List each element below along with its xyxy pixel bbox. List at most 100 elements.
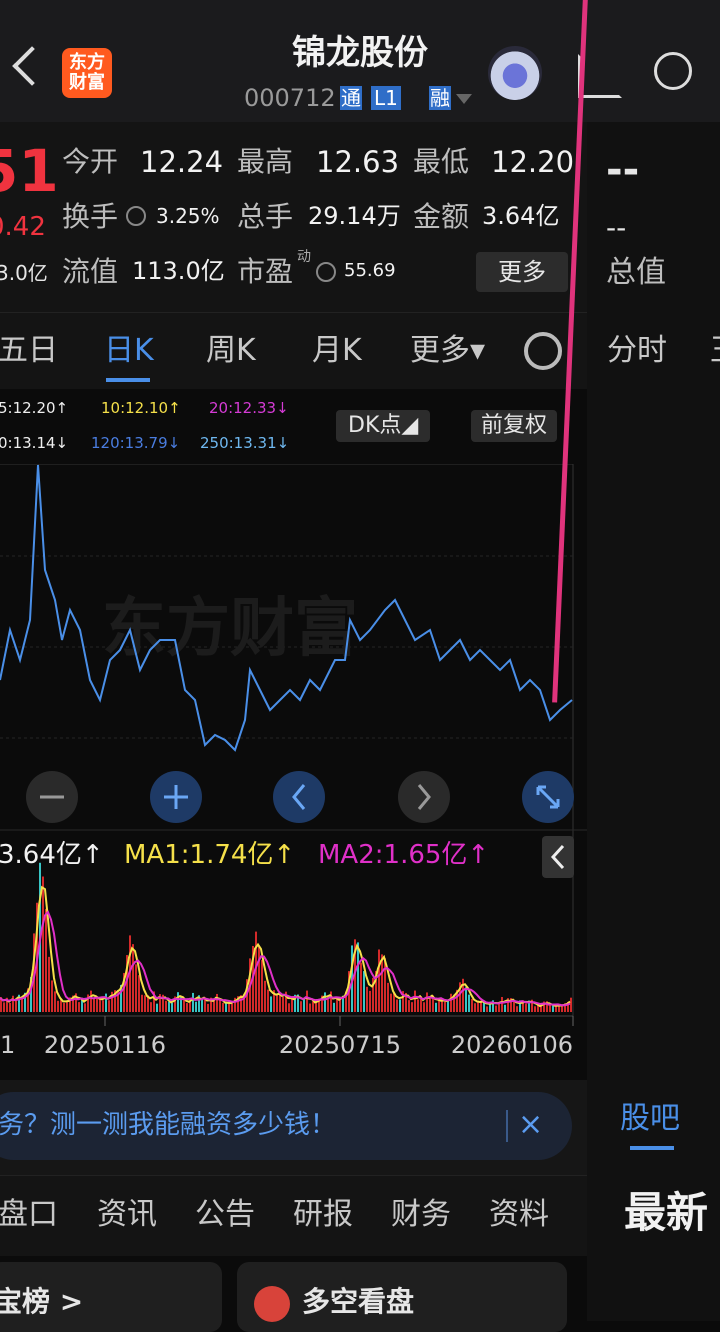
period-tab[interactable]: 月K bbox=[312, 333, 362, 368]
date-label: 20250116 bbox=[44, 1031, 166, 1059]
volume-bar bbox=[12, 995, 14, 1012]
period-tab[interactable]: 五日 bbox=[0, 333, 58, 368]
info-tab[interactable]: 资讯 bbox=[97, 1197, 157, 1232]
volume-bar bbox=[192, 992, 194, 1012]
side-heading: 最新 bbox=[624, 1188, 709, 1237]
volume-bar bbox=[306, 990, 308, 1012]
banner-close[interactable] bbox=[506, 1110, 508, 1142]
card[interactable] bbox=[237, 1262, 567, 1332]
volume-bar bbox=[450, 993, 452, 1012]
volume-bar bbox=[180, 997, 182, 1012]
next[interactable] bbox=[398, 771, 450, 823]
card[interactable] bbox=[0, 1262, 222, 1332]
info-icon[interactable] bbox=[126, 206, 146, 226]
volume-bar bbox=[282, 996, 284, 1012]
volume-bar bbox=[411, 1002, 413, 1012]
volume-bar bbox=[540, 1005, 542, 1012]
volume-bar bbox=[168, 1001, 170, 1012]
volume-bar bbox=[513, 1000, 515, 1012]
period-tab[interactable]: 周K bbox=[206, 333, 256, 368]
avatar[interactable] bbox=[488, 46, 542, 100]
side-tab[interactable]: 王 bbox=[710, 336, 720, 366]
logo-text: 东方财富 bbox=[69, 52, 105, 93]
volume-bar bbox=[510, 998, 512, 1012]
collapse-button[interactable] bbox=[542, 836, 574, 878]
side-price: -- bbox=[606, 147, 640, 193]
badge: L1 bbox=[371, 86, 401, 110]
volume-bar bbox=[45, 908, 47, 1012]
dk-button[interactable]: DK点◢ bbox=[336, 410, 431, 442]
field-value: 12.63 bbox=[316, 145, 400, 179]
icon bbox=[292, 784, 306, 810]
search-icon[interactable] bbox=[654, 52, 692, 90]
volume-bar bbox=[156, 1003, 158, 1012]
info-tab[interactable]: 研报 bbox=[293, 1197, 353, 1232]
volume-bar bbox=[498, 1002, 500, 1012]
volume-bar bbox=[408, 1000, 410, 1012]
volume-bar bbox=[273, 990, 275, 1012]
icon bbox=[536, 785, 560, 809]
dropdown-arrow[interactable] bbox=[456, 94, 472, 104]
volume-bar bbox=[405, 992, 407, 1012]
volume-bar bbox=[18, 994, 20, 1012]
volume-bar bbox=[564, 1003, 566, 1012]
volume-bar bbox=[228, 1001, 230, 1012]
field-label: 换手 bbox=[62, 200, 119, 233]
volume-bar bbox=[561, 1005, 563, 1012]
volume-bar bbox=[426, 992, 428, 1012]
volume-bar bbox=[531, 999, 533, 1012]
info-tab[interactable]: 盘口 bbox=[0, 1197, 58, 1232]
banner[interactable] bbox=[0, 1092, 572, 1160]
volume-bar bbox=[183, 1000, 185, 1012]
volume-bar bbox=[453, 994, 455, 1012]
volume-bar bbox=[570, 997, 572, 1012]
settings-icon[interactable] bbox=[524, 332, 562, 370]
volume-bar bbox=[288, 1003, 290, 1012]
card-title: 多空看盘 bbox=[302, 1285, 415, 1318]
volume-bar bbox=[87, 994, 89, 1012]
volume-bar bbox=[567, 1001, 569, 1012]
side-tab[interactable]: 分时 bbox=[607, 333, 667, 368]
date-label: 20260106 bbox=[451, 1031, 573, 1059]
prev[interactable] bbox=[273, 771, 325, 823]
more-button[interactable]: 更多 bbox=[476, 252, 568, 292]
volume-bar bbox=[264, 980, 266, 1012]
volume-bar bbox=[123, 972, 125, 1012]
badge: 融 bbox=[429, 86, 451, 110]
volume-bar bbox=[345, 991, 347, 1012]
volume-bar bbox=[294, 994, 296, 1012]
volume-bar bbox=[177, 992, 179, 1012]
info-tab[interactable]: 资料 bbox=[489, 1197, 549, 1232]
info-icon[interactable] bbox=[316, 262, 336, 282]
volume-bar bbox=[270, 996, 272, 1012]
volume-bar bbox=[15, 1000, 17, 1012]
side-tab-active[interactable]: 股吧 bbox=[620, 1101, 680, 1136]
info-tab[interactable]: 财务 bbox=[391, 1197, 451, 1232]
field-value: 3.64亿 bbox=[482, 202, 560, 230]
adjust-button[interactable]: 前复权 bbox=[471, 410, 558, 442]
volume-bar bbox=[84, 1003, 86, 1012]
period-tab-active[interactable]: 日K bbox=[104, 333, 154, 368]
volume-bar bbox=[186, 1003, 188, 1012]
volume-bar bbox=[9, 1002, 11, 1012]
volume-bar bbox=[120, 984, 122, 1012]
icon bbox=[417, 784, 431, 810]
volume-bar bbox=[150, 1002, 152, 1012]
ma-label: 5:12.20↑ bbox=[0, 399, 69, 417]
volume-bar bbox=[285, 991, 287, 1012]
volume-bar bbox=[261, 960, 263, 1012]
volume-bar bbox=[429, 996, 431, 1012]
volume-bar bbox=[135, 964, 137, 1012]
volume-bar bbox=[162, 994, 164, 1012]
logo[interactable] bbox=[62, 48, 112, 98]
volume-bar bbox=[363, 971, 365, 1012]
close-icon[interactable]: × bbox=[518, 1107, 544, 1142]
info-tab[interactable]: 公告 bbox=[195, 1197, 255, 1232]
period-tab[interactable]: 更多▾ bbox=[410, 333, 486, 368]
volume-bar bbox=[42, 876, 44, 1012]
volume-bar bbox=[138, 975, 140, 1012]
volume-bar bbox=[318, 999, 320, 1012]
volume-bar bbox=[144, 995, 146, 1012]
